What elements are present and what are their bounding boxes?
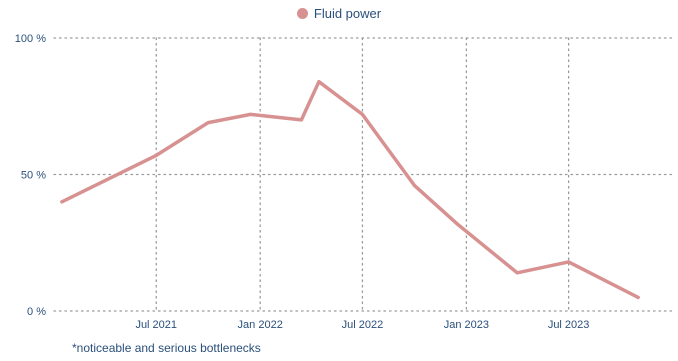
series-0-point-3: [248, 112, 253, 117]
series-0-point-1: [154, 153, 158, 157]
series-0-point-5: [317, 80, 321, 84]
y-tick-label-1: 50 %: [21, 170, 46, 182]
legend[interactable]: Fluid power: [0, 6, 678, 21]
x-tick-label-0: Jul 2021: [135, 319, 177, 331]
x-tick-label-1: Jan 2022: [238, 319, 283, 331]
series-0-point-7: [412, 183, 417, 188]
series-0-point-4: [299, 118, 304, 122]
legend-swatch-fluid-power: [296, 8, 308, 19]
y-tick-label-2: 100 %: [15, 33, 46, 45]
series-line-0: [60, 79, 640, 300]
x-tick-label-2: Jul 2022: [342, 319, 384, 331]
series-0-point-11: [636, 295, 640, 299]
legend-label-fluid-power: Fluid power: [313, 6, 382, 21]
x-tick-label-4: Jul 2023: [548, 319, 590, 331]
footnote: *noticeable and serious bottlenecks: [72, 341, 261, 355]
series-0-point-6: [360, 112, 365, 117]
series-0-point-10: [567, 260, 571, 264]
series-0-point-0: [60, 200, 64, 204]
series-0-point-9: [515, 271, 519, 275]
series-0-point-2: [206, 121, 210, 125]
y-tick-label-0: 0 %: [27, 306, 46, 318]
x-tick-label-3: Jan 2023: [444, 319, 489, 331]
series-0-point-8: [455, 222, 459, 226]
